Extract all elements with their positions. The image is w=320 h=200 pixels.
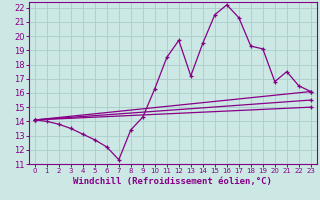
X-axis label: Windchill (Refroidissement éolien,°C): Windchill (Refroidissement éolien,°C) xyxy=(73,177,272,186)
